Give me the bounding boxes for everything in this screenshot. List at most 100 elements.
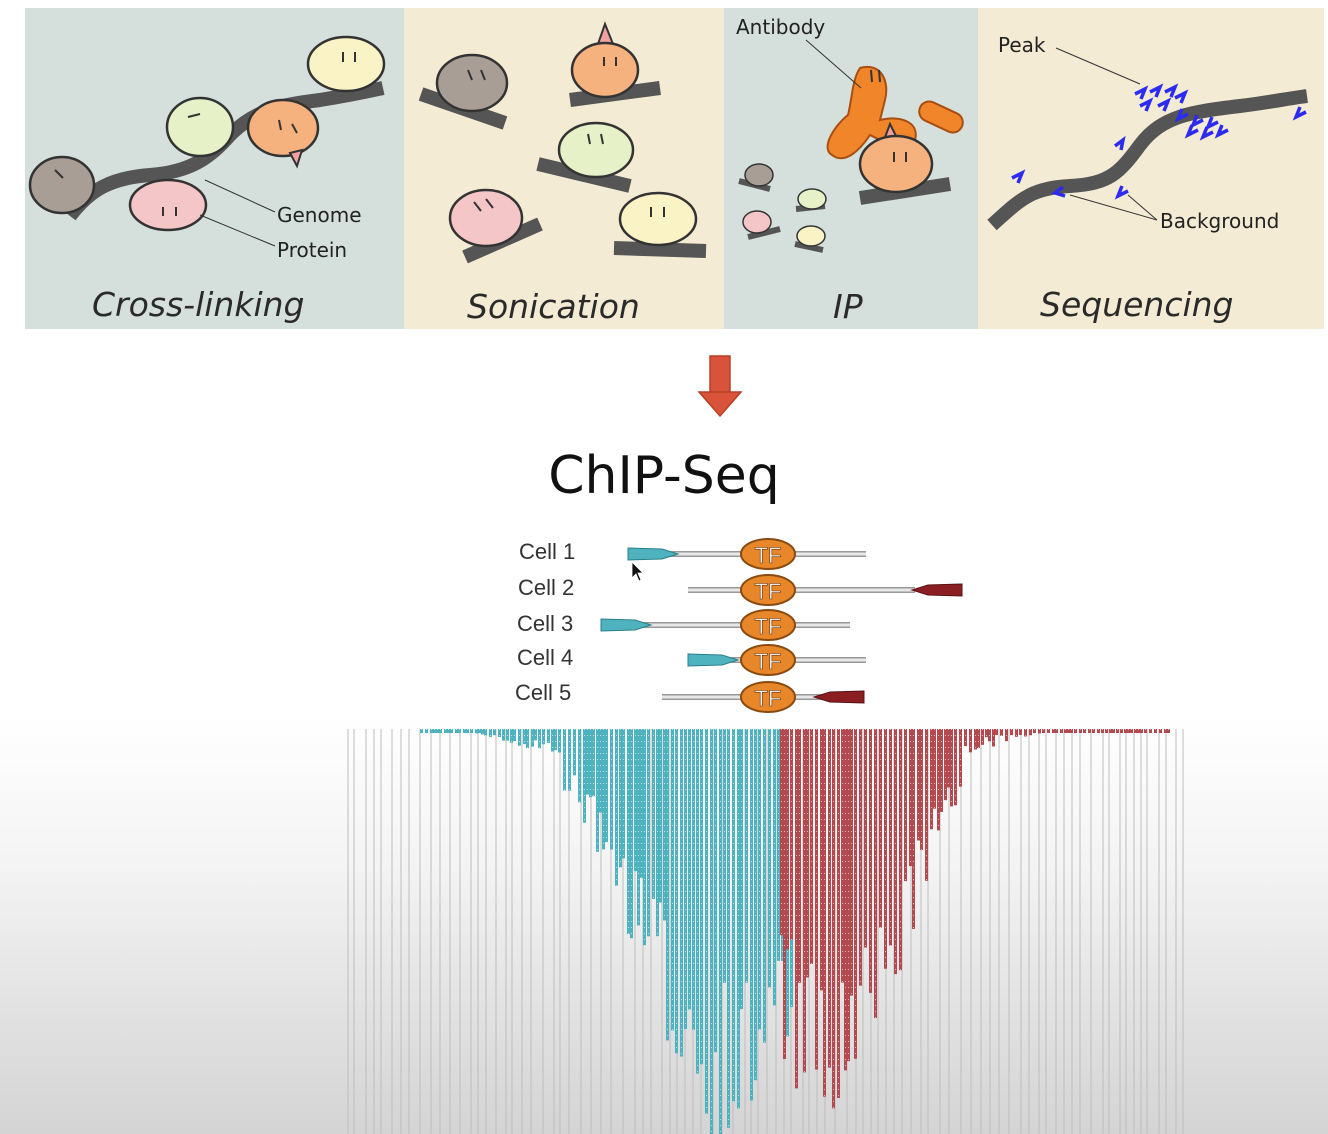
read-column [777, 729, 780, 961]
read-column [1029, 729, 1032, 736]
read-column [478, 729, 481, 733]
read-column [425, 729, 428, 733]
read-column [737, 729, 740, 1109]
read-column [904, 729, 907, 882]
read-column [780, 729, 783, 936]
antibody-label: Antibody [736, 15, 825, 39]
read-column [750, 729, 753, 1101]
read-column [912, 729, 915, 929]
ip-target-complex [858, 121, 952, 205]
read-column [506, 729, 509, 741]
fragment-yellow [613, 191, 707, 258]
tf-badge-3: TF [740, 609, 796, 641]
cell-label-4: Cell 4 [517, 645, 574, 670]
read-column [447, 729, 450, 733]
read-column [605, 729, 608, 843]
down-arrow [697, 355, 743, 418]
genome-pointer [204, 179, 276, 213]
read-column [823, 729, 826, 1097]
read-column [586, 729, 589, 795]
read-column [444, 729, 447, 733]
read-column [1092, 729, 1095, 733]
read-column [1024, 729, 1027, 737]
read-column [1105, 729, 1108, 733]
forward-reads [420, 729, 793, 1134]
tf-badge-2: TF [740, 574, 796, 606]
antibody-pointer [805, 39, 862, 89]
read-column [1038, 729, 1041, 734]
cross-linking-illustration: Genome Protein Cross-linking [28, 35, 386, 324]
read-column [430, 729, 433, 733]
read-column [1019, 729, 1022, 735]
read-column [634, 729, 637, 872]
read-column [1015, 729, 1018, 737]
sequence-reads [1011, 83, 1307, 200]
read-column [854, 729, 857, 1059]
sequencing-illustration: Peak Background Sequencing [987, 33, 1308, 324]
read-column [1000, 729, 1003, 736]
read-column [573, 729, 576, 776]
tf-text-5: TF [755, 686, 782, 711]
read-column [534, 729, 537, 741]
read-column [1127, 729, 1130, 733]
read-column [433, 729, 436, 733]
read-column [558, 729, 561, 753]
read-column [954, 729, 957, 806]
read-column [1083, 729, 1086, 733]
read-column [937, 729, 940, 831]
read-column [1144, 729, 1147, 733]
read-column [1134, 729, 1137, 733]
read-column [455, 729, 458, 733]
read-column [1159, 729, 1162, 733]
panel-title-sequencing: Sequencing [1040, 285, 1234, 324]
read-column [599, 729, 602, 813]
read-column [1042, 729, 1045, 733]
read-column [832, 729, 835, 1109]
read-column [783, 729, 786, 1060]
read-column [526, 729, 529, 749]
read-column [458, 729, 461, 733]
read-column [470, 729, 473, 733]
read-column [944, 729, 947, 801]
protein-green [165, 96, 235, 158]
read-column [666, 729, 669, 1041]
tf-badge-4: TF [740, 644, 796, 676]
read-column [484, 729, 487, 736]
read-column [828, 729, 831, 1068]
tf-badges: TF TF TF TF TF [740, 538, 796, 713]
panel-title-cross-linking: Cross-linking [92, 285, 305, 324]
read-column [542, 729, 545, 745]
tf-text-2: TF [755, 579, 782, 604]
read-column [1101, 729, 1104, 733]
read-column [714, 729, 717, 1053]
read-column [1154, 729, 1157, 733]
flow-and-cells: TF TF TF TF TF [600, 355, 963, 713]
read-column [1079, 729, 1082, 733]
read-column [790, 729, 793, 940]
read-column [884, 729, 887, 969]
read-column [850, 729, 853, 996]
read-column [1149, 729, 1152, 733]
read-column [894, 729, 897, 975]
read-column [964, 729, 967, 747]
read-column [498, 729, 501, 738]
tf-text-1: TF [755, 543, 782, 568]
read-column [630, 729, 633, 939]
read-column [820, 729, 823, 991]
read-column [640, 729, 643, 878]
read-column [1116, 729, 1119, 733]
read-column [930, 729, 933, 830]
read-column [806, 729, 809, 978]
read-column [1164, 729, 1167, 733]
read-column [992, 729, 995, 747]
read-column [844, 729, 847, 1071]
sonication-illustration: Sonication [418, 21, 707, 326]
panel-sequencing [978, 8, 1324, 329]
protein-pink [128, 178, 208, 232]
read-column [1124, 729, 1127, 733]
read-column [847, 729, 850, 1062]
read-column [659, 729, 662, 903]
read-column [803, 729, 806, 1073]
read-column [518, 729, 521, 746]
